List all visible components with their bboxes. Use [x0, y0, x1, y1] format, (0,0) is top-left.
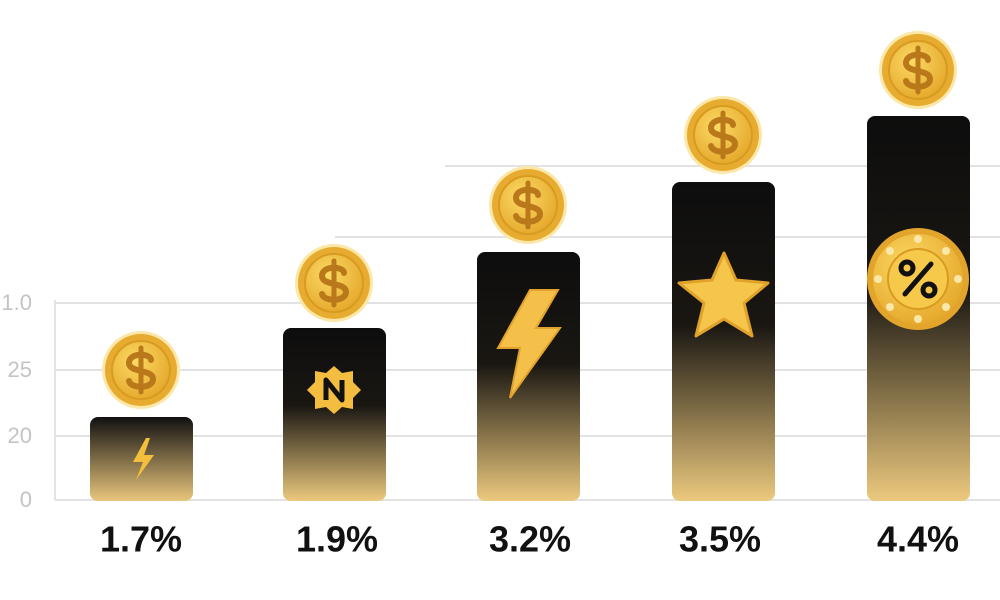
coin-icon — [102, 331, 180, 409]
bolt-icon — [133, 438, 154, 480]
coin-icon — [295, 244, 373, 322]
bolt-icon — [496, 289, 562, 399]
coin-icon — [684, 96, 762, 174]
bar-group: 1.7% — [90, 331, 193, 560]
value-label: 4.4% — [877, 519, 959, 560]
bar-group: 3.2% — [477, 166, 580, 560]
axis-label: 20 — [8, 423, 32, 448]
coin-icon — [879, 31, 957, 109]
axis-labels: 1.0 25 20 0 — [1, 290, 32, 512]
value-label: 1.9% — [296, 519, 378, 560]
value-label: 3.5% — [679, 519, 761, 560]
chip-icon — [867, 228, 969, 330]
bar-group: 4.4% — [867, 31, 970, 560]
bar — [477, 252, 580, 501]
star-icon — [677, 251, 770, 338]
axis-label: 1.0 — [1, 290, 32, 315]
coin-icon — [489, 166, 567, 244]
value-label: 1.7% — [100, 519, 182, 560]
axis-label: 25 — [8, 357, 32, 382]
bar-group: 3.5% — [672, 96, 775, 560]
bar — [283, 328, 386, 501]
bar-group: 1.9% — [283, 244, 386, 560]
axis-label: 0 — [20, 487, 32, 512]
value-label: 3.2% — [489, 519, 571, 560]
bar — [672, 182, 775, 501]
